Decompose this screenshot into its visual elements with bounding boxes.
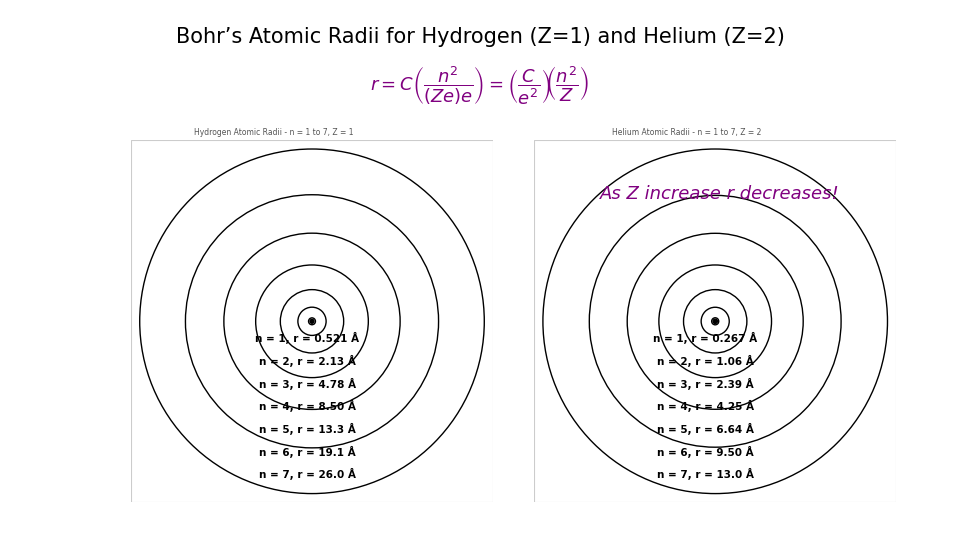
- Text: n = 2, r = 1.06 Å: n = 2, r = 1.06 Å: [658, 355, 754, 367]
- Text: Bohr’s Atomic Radii for Hydrogen (Z=1) and Helium (Z=2): Bohr’s Atomic Radii for Hydrogen (Z=1) a…: [176, 27, 784, 47]
- Circle shape: [713, 319, 717, 323]
- Text: n = 1, r = 0.521 Å: n = 1, r = 0.521 Å: [255, 332, 359, 344]
- Text: n = 6, r = 9.50 Å: n = 6, r = 9.50 Å: [658, 446, 754, 457]
- Text: n = 5, r = 6.64 Å: n = 5, r = 6.64 Å: [657, 423, 755, 435]
- Text: n = 3, r = 4.78 Å: n = 3, r = 4.78 Å: [258, 377, 356, 389]
- Text: Hydrogen Atomic Radii - n = 1 to 7, Z = 1: Hydrogen Atomic Radii - n = 1 to 7, Z = …: [194, 128, 353, 137]
- Text: n = 4, r = 8.50 Å: n = 4, r = 8.50 Å: [258, 400, 356, 412]
- Text: As Z increase r decreases!: As Z increase r decreases!: [600, 185, 840, 204]
- Text: n = 1, r = 0.267 Å: n = 1, r = 0.267 Å: [654, 332, 757, 344]
- Text: Helium Atomic Radii - n = 1 to 7, Z = 2: Helium Atomic Radii - n = 1 to 7, Z = 2: [612, 128, 761, 137]
- Text: n = 3, r = 2.39 Å: n = 3, r = 2.39 Å: [658, 377, 754, 389]
- Text: n = 2, r = 2.13 Å: n = 2, r = 2.13 Å: [259, 355, 355, 367]
- Text: n = 7, r = 13.0 Å: n = 7, r = 13.0 Å: [657, 468, 755, 480]
- Text: n = 4, r = 4.25 Å: n = 4, r = 4.25 Å: [657, 400, 755, 412]
- Text: n = 5, r = 13.3 Å: n = 5, r = 13.3 Å: [259, 423, 355, 435]
- Text: $r = C\left(\dfrac{n^2}{(Ze)e}\right) = \left(\dfrac{C}{e^2}\right)\!\!\left(\df: $r = C\left(\dfrac{n^2}{(Ze)e}\right) = …: [371, 65, 589, 107]
- Circle shape: [310, 319, 314, 323]
- Text: n = 7, r = 26.0 Å: n = 7, r = 26.0 Å: [258, 468, 356, 480]
- Text: n = 6, r = 19.1 Å: n = 6, r = 19.1 Å: [259, 446, 355, 457]
